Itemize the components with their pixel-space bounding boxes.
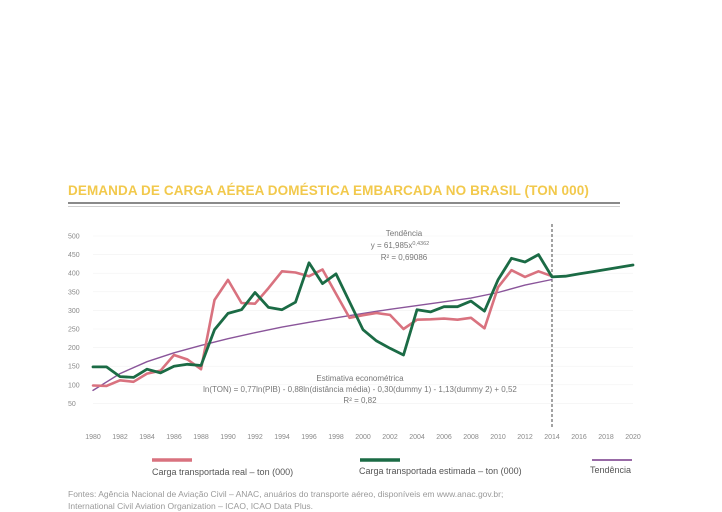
legend-label-trend: Tendência [590, 465, 631, 475]
x-tick-label: 2014 [544, 434, 560, 441]
x-tick-label: 1984 [139, 434, 155, 441]
y-axis-ticks: 500 450 400 350 300 250 200 150 100 50 [68, 234, 80, 408]
trend-annotation-r2: R² = 0,69086 [381, 253, 428, 262]
x-tick-label: 1982 [112, 434, 128, 441]
x-tick-label: 1994 [274, 434, 290, 441]
x-tick-label: 2002 [382, 434, 398, 441]
x-tick-label: 2016 [571, 434, 587, 441]
econ-annotation-title: Estimativa econométrica [316, 374, 404, 383]
legend-label-real: Carga transportada real – ton (000) [152, 467, 293, 477]
x-tick-label: 1996 [301, 434, 317, 441]
x-tick-label: 2004 [409, 434, 425, 441]
y-tick-label: 350 [68, 289, 80, 296]
x-tick-label: 2018 [598, 434, 614, 441]
x-tick-label: 1990 [220, 434, 236, 441]
title-rule-thin [68, 206, 620, 207]
trend-formula-base: y = 61,985x [371, 241, 413, 250]
econ-annotation-r2: R² = 0,82 [343, 396, 377, 405]
y-tick-label: 500 [68, 234, 80, 241]
x-tick-label: 1998 [328, 434, 344, 441]
econ-annotation-formula: ln(TON) = 0,77ln(PIB) - 0,88ln(distância… [203, 385, 517, 394]
title-rule [68, 202, 620, 204]
source-line-2: International Civil Aviation Organizatio… [68, 501, 314, 511]
trend-formula-exponent: 0,4362 [412, 241, 429, 247]
x-tick-label: 1988 [193, 434, 209, 441]
x-tick-label: 2000 [355, 434, 371, 441]
series-line-real [91, 268, 554, 388]
x-tick-label: 2006 [436, 434, 452, 441]
y-tick-label: 450 [68, 252, 80, 259]
x-tick-label: 1986 [166, 434, 182, 441]
x-tick-label: 2020 [625, 434, 641, 441]
series-line-trend [92, 278, 553, 392]
x-tick-label: 2010 [490, 434, 506, 441]
trend-annotation-formula: y = 61,985x0,4362 [371, 241, 429, 250]
y-tick-label: 200 [68, 345, 80, 352]
x-axis-ticks: 1980 1982 1984 1986 1988 1990 1992 1994 1996 1998… [85, 434, 641, 441]
y-tick-label: 300 [68, 308, 80, 315]
legend-label-estimated: Carga transportada estimada – ton (000) [359, 466, 522, 476]
x-tick-label: 2008 [463, 434, 479, 441]
y-tick-label: 150 [68, 364, 80, 371]
y-tick-label: 250 [68, 327, 80, 334]
chart-title: DEMANDA DE CARGA AÉREA DOMÉSTICA EMBARCA… [68, 183, 589, 198]
y-tick-label: 400 [68, 271, 80, 278]
source-note: Fontes: Agência Nacional de Aviação Civi… [68, 488, 668, 512]
trend-annotation-title: Tendência [386, 229, 423, 238]
series-line-estimated [91, 253, 635, 379]
y-tick-label: 100 [68, 382, 80, 389]
source-line-1: Fontes: Agência Nacional de Aviação Civi… [68, 489, 504, 499]
legend: Carga transportada real – ton (000) Carg… [152, 458, 632, 477]
x-tick-label: 2012 [517, 434, 533, 441]
x-tick-label: 1980 [85, 434, 101, 441]
series-layer [91, 253, 635, 392]
x-tick-label: 1992 [247, 434, 263, 441]
y-tick-label: 50 [68, 401, 76, 408]
